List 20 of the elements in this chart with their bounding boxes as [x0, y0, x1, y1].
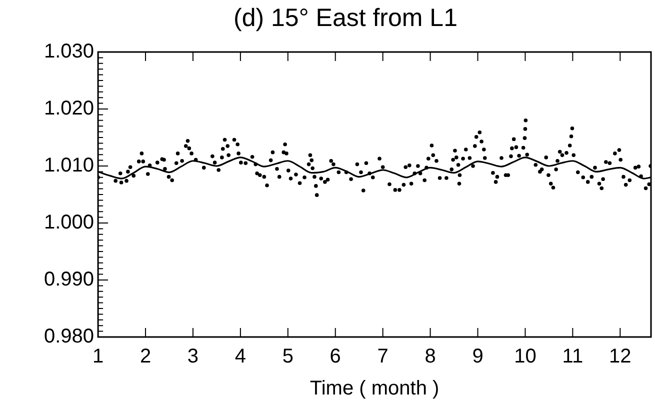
x-tick-label: 3	[187, 346, 199, 368]
x-tick-label: 11	[562, 346, 584, 368]
y-tick-label: 0.980	[44, 326, 94, 348]
y-tick-label: 1.010	[44, 154, 94, 177]
y-tick-label: 0.990	[44, 268, 94, 291]
x-tick-label: 9	[472, 346, 484, 368]
x-tick-label: 5	[282, 346, 294, 368]
chart-title: (d) 15° East from L1	[234, 4, 458, 32]
y-tick-label: 1.030	[44, 40, 94, 63]
x-tick-label: 8	[424, 346, 436, 368]
x-tick-label: 10	[514, 346, 536, 368]
x-tick-label: 7	[377, 346, 388, 368]
x-tick-label: 4	[234, 346, 246, 368]
x-tick-label: 1	[92, 346, 104, 368]
y-tick-label: 1.020	[44, 98, 94, 120]
x-tick-label: 2	[140, 346, 152, 368]
x-axis-title: Time ( month )	[310, 378, 440, 400]
x-tick-label: 12	[609, 346, 632, 368]
y-tick-label: 1.000	[44, 212, 94, 234]
x-tick-label: 6	[330, 346, 341, 368]
